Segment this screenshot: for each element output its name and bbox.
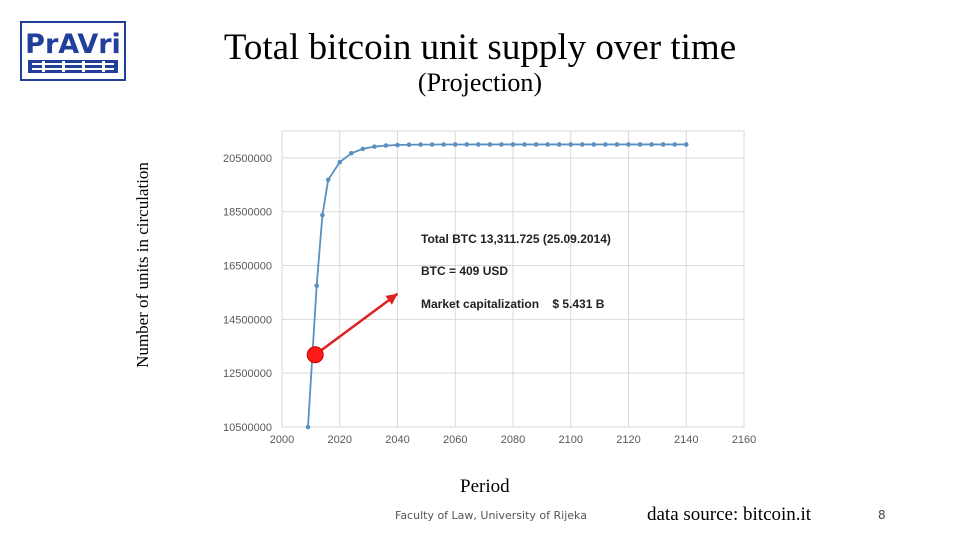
y-axis-label: Number of units in circulation bbox=[133, 162, 152, 368]
data-point bbox=[418, 142, 423, 147]
data-point bbox=[603, 142, 608, 147]
data-source: data source: bitcoin.it bbox=[647, 504, 812, 525]
data-point bbox=[580, 142, 585, 147]
data-point bbox=[452, 142, 458, 147]
x-tick-label: 2060 bbox=[443, 434, 467, 446]
data-point bbox=[464, 142, 470, 147]
y-tick-label: 16500000 bbox=[223, 261, 272, 273]
y-tick-label: 14500000 bbox=[223, 314, 272, 326]
x-tick-label: 2160 bbox=[732, 434, 756, 446]
data-point bbox=[349, 150, 354, 156]
data-point bbox=[626, 142, 631, 147]
annotation-btc-price: BTC = 409 USD bbox=[421, 264, 508, 278]
annotation-arrow bbox=[314, 292, 399, 356]
annotation-arrowhead bbox=[385, 293, 398, 305]
data-point bbox=[637, 142, 643, 147]
pravri-logo: PrAVri bbox=[20, 21, 126, 81]
data-point bbox=[510, 142, 516, 147]
current-supply-marker bbox=[306, 346, 324, 364]
data-point bbox=[545, 142, 550, 147]
data-point bbox=[556, 142, 562, 147]
data-point bbox=[522, 142, 527, 147]
data-point bbox=[533, 142, 539, 147]
data-point bbox=[325, 177, 331, 183]
y-tick-label: 10500000 bbox=[223, 422, 272, 434]
x-tick-label: 2000 bbox=[270, 434, 294, 446]
data-point bbox=[476, 142, 481, 147]
data-point bbox=[499, 142, 504, 147]
data-point bbox=[683, 142, 689, 147]
data-point bbox=[649, 142, 654, 147]
data-point bbox=[429, 142, 435, 147]
x-tick-label: 2140 bbox=[674, 434, 698, 446]
x-tick-label: 2020 bbox=[328, 434, 352, 446]
logo-text: PrAVri bbox=[25, 29, 121, 60]
data-point bbox=[337, 159, 343, 165]
data-point bbox=[441, 142, 447, 147]
data-point bbox=[406, 142, 412, 148]
series-group bbox=[305, 142, 689, 430]
annotation-market-cap: Market capitalization $ 5.431 B bbox=[421, 297, 605, 311]
data-point bbox=[383, 143, 389, 148]
x-tick-label: 2080 bbox=[501, 434, 525, 446]
data-point bbox=[305, 424, 311, 430]
y-tick-label: 20500000 bbox=[223, 153, 272, 165]
x-tick-label: 2100 bbox=[559, 434, 583, 446]
data-point bbox=[372, 144, 377, 149]
logo-graphic: PrAVri bbox=[24, 25, 122, 77]
footer-text: Faculty of Law, University of Rijeka bbox=[395, 509, 587, 522]
data-point bbox=[591, 142, 597, 147]
data-point bbox=[672, 142, 677, 147]
x-tick-label: 2120 bbox=[616, 434, 640, 446]
x-axis-label: Period bbox=[460, 476, 510, 497]
tick-labels: 2000 2020 2040 2060 2080 2100 2120 2140 2160 1050… bbox=[223, 153, 756, 446]
data-point bbox=[314, 283, 319, 289]
page-number: 8 bbox=[878, 508, 886, 522]
data-point bbox=[568, 142, 574, 147]
grid-lines bbox=[281, 131, 745, 428]
data-point bbox=[487, 142, 493, 147]
annotation-total-btc: Total BTC 13,311.725 (25.09.2014) bbox=[421, 232, 611, 246]
y-tick-label: 12500000 bbox=[223, 368, 272, 380]
annotation-group: Total BTC 13,311.725 (25.09.2014) BTC = … bbox=[306, 232, 611, 364]
data-point bbox=[320, 212, 325, 218]
x-tick-label: 2040 bbox=[385, 434, 409, 446]
data-point bbox=[660, 142, 666, 147]
data-point bbox=[614, 142, 620, 147]
slide-title: Total bitcoin unit supply over time bbox=[223, 27, 737, 68]
data-point bbox=[395, 142, 400, 148]
slide-subtitle: (Projection) bbox=[417, 68, 543, 97]
data-point bbox=[360, 146, 366, 152]
y-tick-label: 18500000 bbox=[223, 207, 272, 219]
